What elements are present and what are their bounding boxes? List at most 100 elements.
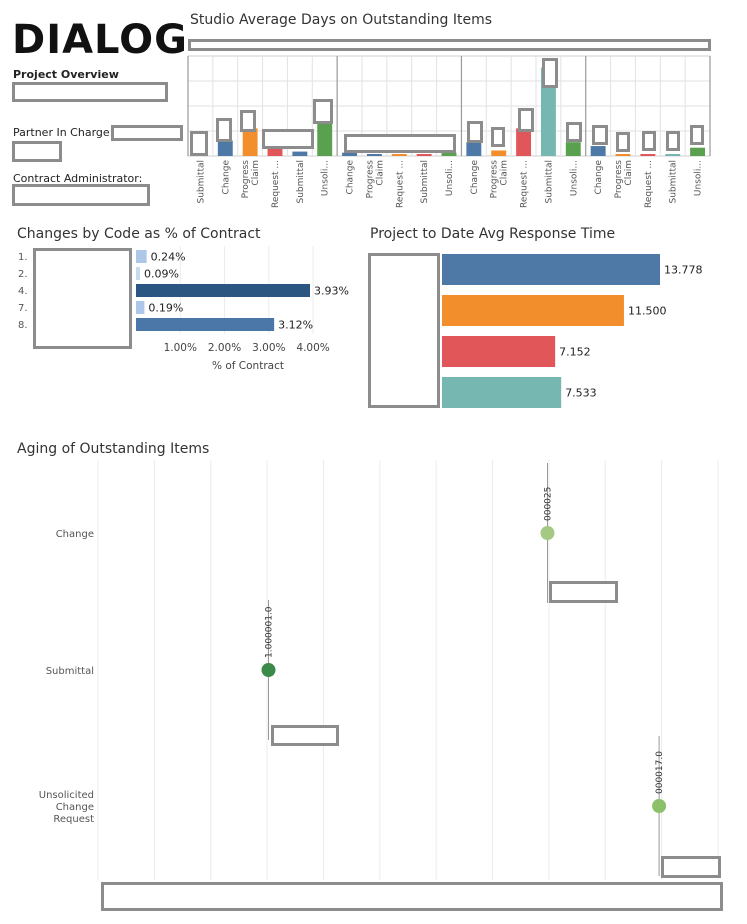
chart1-category-label: Progress [614,160,624,199]
chart1-category-label: Unsoli... [694,160,704,196]
redacted-mark [642,131,656,151]
chart1-bars [192,67,706,156]
changes-by-code-chart: 1.00% 2.00% 3.00% 4.00% 1. 0.24% 2. 0.09% 4. 3.93… [18,246,349,373]
chart1-bar [565,142,581,156]
redacted-mark [666,131,680,151]
chart1-category-label: Progress [490,160,500,199]
chart3-bar [442,336,556,367]
chart4-points: 000025 1.000001.0 000017.0 [261,463,667,876]
chart2-bars [136,250,310,331]
chart1-category-label: Change [221,160,231,195]
chart1-category-label: Submittal [669,160,679,203]
chart4-row-label: Request [53,814,94,825]
chart1-category-label: Change [594,160,604,195]
chart4-point-label: 000017.0 [655,751,665,794]
chart1-bar [441,152,457,156]
chart1-bar [391,154,407,156]
chart1-category-label: Request ... [271,160,281,208]
chart1-category-label: Unsoli... [321,160,331,196]
chart1-category-label: Submittal [296,160,306,203]
contract-administrator-label: Contract Administrator: [13,172,143,185]
dialog-logo: DIALOG [12,17,188,63]
chart1-bar [516,128,532,156]
response-time-chart: 13.778 11.500 7.152 7.533 [442,254,703,408]
chart1-bar [242,128,258,156]
redacted-mark [690,125,704,145]
chart4-point-label: 1.000001.0 [265,606,275,658]
chart2-tick-label: 1.00% [164,342,197,354]
chart1-category-label: Submittal [544,160,554,203]
chart1-bar [366,154,382,156]
studio-avg-days-chart: Submittal Change Progress Claim Request ... S… [187,55,711,208]
redacted-mark [592,125,608,145]
chart3-value-label: 11.500 [628,305,667,318]
chart1-bar [491,150,507,156]
response-time-title: Project to Date Avg Response Time [370,226,616,242]
chart1-category-label: Request ... [395,160,405,208]
redacted-mark [262,129,314,149]
redacted-mark [566,122,582,142]
redacted-mark [616,132,630,152]
chart1-bar [665,154,681,156]
redacted-project-name [12,82,168,102]
redacted-mark [216,118,232,142]
chart1-bar [590,146,606,156]
chart1-category-label: Progress [241,160,251,199]
chart1-bar [267,147,283,156]
chart2-bar [136,267,140,280]
chart2-category-label: 7. [18,303,28,314]
chart1-bar [540,67,556,156]
chart1-category-label: Request ... [644,160,654,208]
redacted-aging-label [661,856,721,878]
chart4-point [261,663,276,677]
redacted-mark [344,134,456,153]
chart2-category-label: 8. [18,320,28,331]
chart1-category-label: Change [470,160,480,195]
chart1-bar [640,154,656,156]
chart4-point [540,526,555,540]
chart1-category-label: Unsoli... [569,160,579,196]
chart2-bar [136,318,275,331]
chart1-category-label: Change [346,160,356,195]
chart3-value-label: 13.778 [664,264,703,277]
chart4-row-label: Change [56,529,94,540]
chart3-bar [442,377,562,408]
chart2-bar [136,301,145,314]
chart3-bars: 13.778 11.500 7.152 7.533 [442,254,703,408]
chart1-bar [342,152,358,156]
chart1-bar [292,151,308,156]
chart3-bar [442,295,624,326]
redacted-partner-2 [12,141,62,162]
redacted-footer [101,882,723,911]
redacted-mark [190,131,208,156]
chart3-value-label: 7.533 [565,387,597,400]
chart2-bar [136,250,147,263]
chart2-category-label: 2. [18,269,28,280]
chart2-bar [136,284,310,297]
chart1-bar [615,154,631,156]
chart1-category-label: Claim [624,160,634,186]
chart1-bar [690,147,706,156]
chart1-category-label: Submittal [420,160,430,203]
chart4-point-label: 000025 [544,487,554,521]
redacted-filter-bar [188,39,711,51]
redacted-mark [240,110,256,132]
chart1-category-label: Request ... [520,160,530,208]
chart4-point [652,799,667,813]
chart2-text: 1.00% 2.00% 3.00% 4.00% 1. 0.24% 2. 0.09% 4. 3.93… [18,251,349,373]
redacted-mark [313,99,333,124]
studio-avg-days-title: Studio Average Days on Outstanding Items [190,12,493,28]
chart1-category-label: Claim [500,160,510,186]
chart1-category-labels: Submittal Change Progress Claim Request ... S… [196,160,703,208]
chart4-grid [97,460,719,880]
chart2-tick-label: 3.00% [252,342,285,354]
chart4-row-label: Submittal [46,666,94,677]
chart1-bar [217,140,233,156]
chart4-row-label: Unsolicited [39,790,94,801]
redacted-mark [542,58,558,88]
chart1-category-label: Claim [375,160,385,186]
chart1-bar [466,142,482,156]
redacted-response-categories [368,253,440,408]
redacted-partner [111,125,183,141]
